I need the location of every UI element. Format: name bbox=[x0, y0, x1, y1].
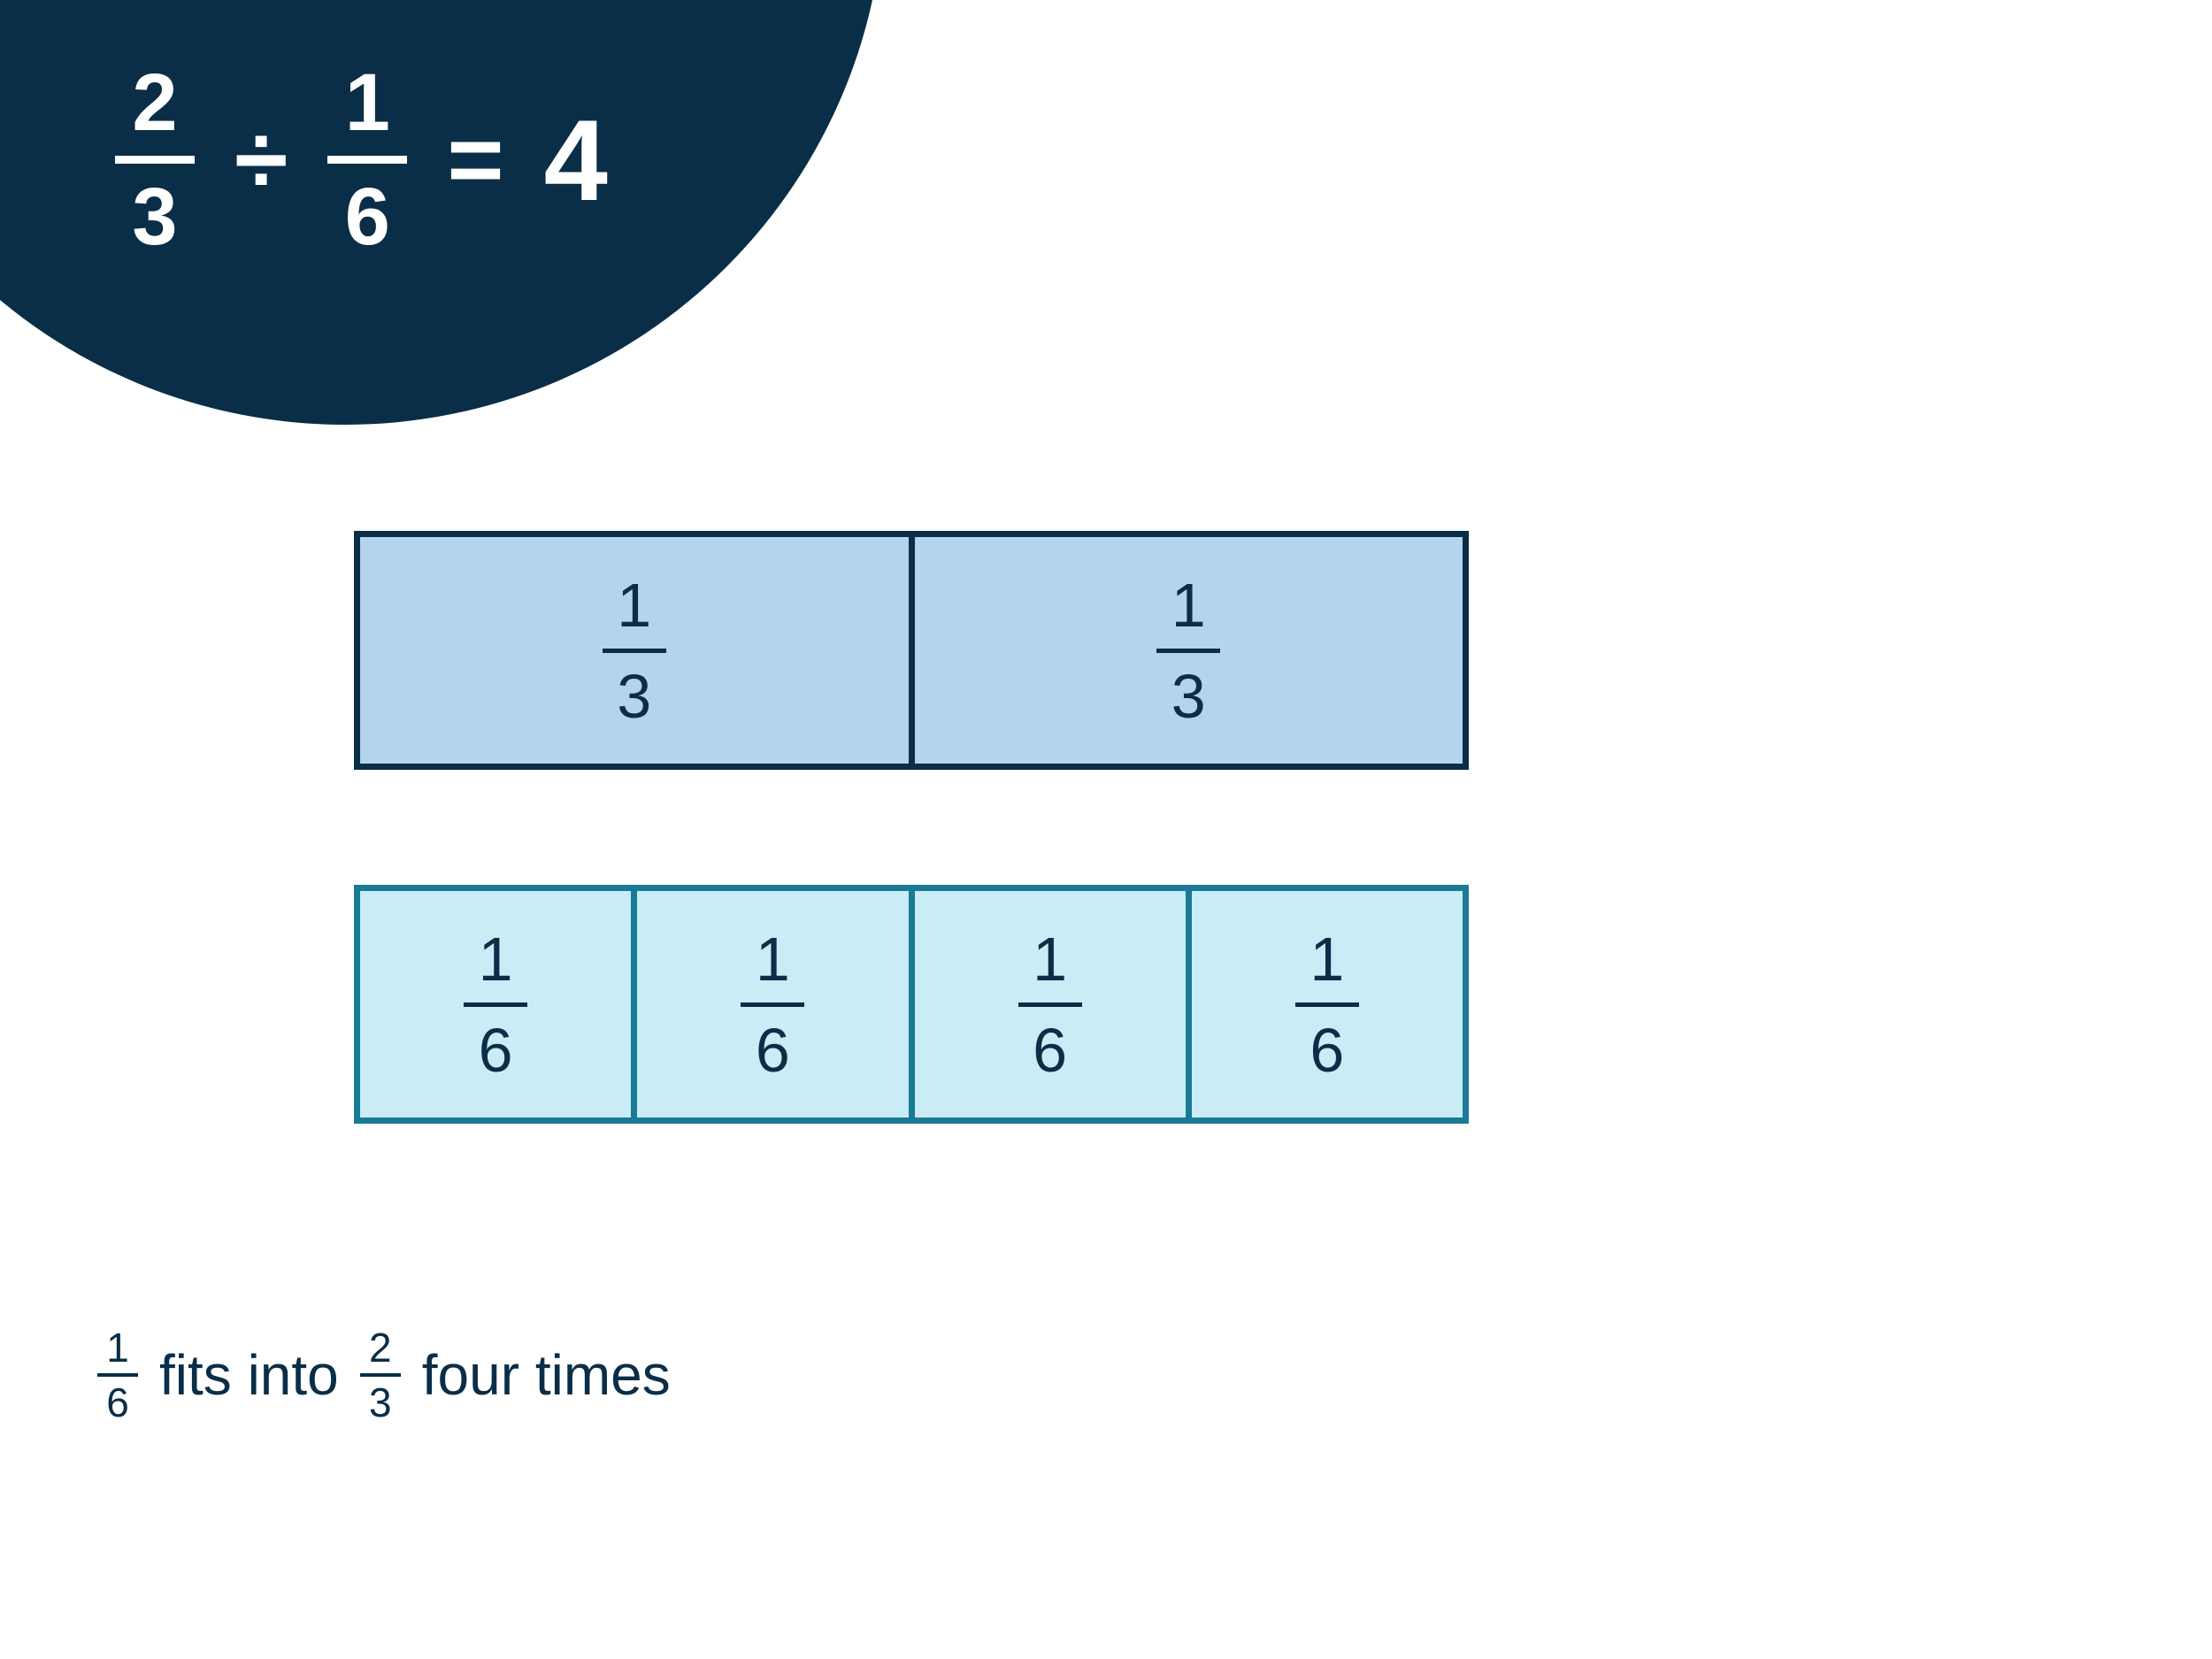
fraction-bar bbox=[464, 1002, 527, 1007]
caption-text-1: fits into bbox=[159, 1342, 339, 1408]
fraction-denominator: 6 bbox=[345, 176, 390, 257]
cell-fraction: 16 bbox=[1295, 928, 1359, 1081]
fraction-denominator: 3 bbox=[617, 665, 651, 727]
fraction-numerator: 1 bbox=[479, 928, 513, 990]
cell-fraction: 16 bbox=[741, 928, 804, 1081]
fraction-bar bbox=[1295, 1002, 1359, 1007]
fraction-bar bbox=[1156, 649, 1220, 653]
fraction-bar bbox=[741, 1002, 804, 1007]
bar-cell: 16 bbox=[915, 885, 1192, 1124]
equation-fraction-1: 2 3 bbox=[115, 62, 195, 257]
fraction-bar bbox=[1018, 1002, 1082, 1007]
fraction-denominator: 6 bbox=[106, 1382, 129, 1423]
fraction-bar bbox=[360, 1373, 401, 1377]
bar-row-thirds: 1313 bbox=[354, 531, 1469, 770]
fraction-numerator: 1 bbox=[345, 62, 390, 143]
equation-fraction-2: 1 6 bbox=[327, 62, 407, 257]
bar-row-sixths: 16161616 bbox=[354, 885, 1469, 1124]
equation: 2 3 ÷ 1 6 = 4 bbox=[115, 62, 608, 257]
fraction-numerator: 2 bbox=[369, 1327, 392, 1368]
fraction-bar bbox=[115, 156, 195, 164]
fraction-numerator: 1 bbox=[1033, 928, 1067, 990]
fraction-bar bbox=[327, 156, 407, 164]
fraction-denominator: 3 bbox=[369, 1382, 392, 1423]
bar-cell: 16 bbox=[1192, 885, 1469, 1124]
fraction-denominator: 6 bbox=[1033, 1019, 1067, 1081]
caption-text-2: four times bbox=[422, 1342, 671, 1408]
bar-cell: 13 bbox=[915, 531, 1470, 770]
fraction-denominator: 6 bbox=[756, 1019, 790, 1081]
caption-fraction-2: 2 3 bbox=[360, 1327, 401, 1423]
fraction-denominator: 3 bbox=[1171, 665, 1206, 727]
canvas: 2 3 ÷ 1 6 = 4 1313 16161616 1 6 fits int… bbox=[0, 0, 2212, 1659]
fraction-denominator: 3 bbox=[132, 176, 177, 257]
cell-fraction: 13 bbox=[603, 574, 666, 727]
caption-fraction-1: 1 6 bbox=[97, 1327, 138, 1423]
fraction-bar bbox=[603, 649, 666, 653]
fraction-numerator: 1 bbox=[617, 574, 651, 636]
cell-fraction: 16 bbox=[464, 928, 527, 1081]
equation-result: 4 bbox=[544, 94, 608, 227]
cell-fraction: 16 bbox=[1018, 928, 1082, 1081]
bar-cell: 13 bbox=[354, 531, 915, 770]
fraction-numerator: 1 bbox=[756, 928, 790, 990]
fraction-numerator: 1 bbox=[1171, 574, 1206, 636]
fraction-bar bbox=[97, 1373, 138, 1377]
fraction-numerator: 1 bbox=[1310, 928, 1344, 990]
equals-sign: = bbox=[447, 104, 503, 216]
divide-sign: ÷ bbox=[234, 104, 288, 216]
fraction-denominator: 6 bbox=[479, 1019, 513, 1081]
fraction-numerator: 1 bbox=[106, 1327, 129, 1368]
fraction-denominator: 6 bbox=[1310, 1019, 1344, 1081]
fraction-numerator: 2 bbox=[132, 62, 177, 143]
bar-cell: 16 bbox=[354, 885, 637, 1124]
cell-fraction: 13 bbox=[1156, 574, 1220, 727]
bar-cell: 16 bbox=[637, 885, 914, 1124]
caption: 1 6 fits into 2 3 four times bbox=[97, 1327, 671, 1423]
